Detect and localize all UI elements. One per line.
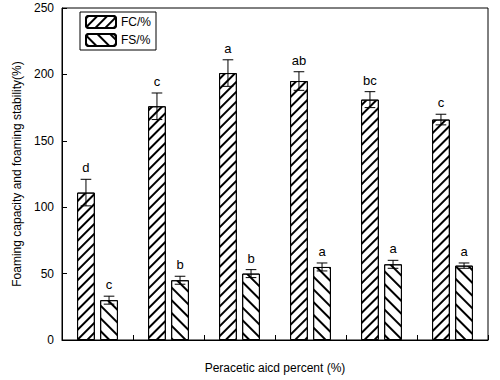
svg-text:150: 150 <box>34 134 54 148</box>
svg-text:50: 50 <box>41 267 55 281</box>
svg-text:a: a <box>224 41 232 56</box>
svg-text:b: b <box>176 257 183 272</box>
svg-text:a: a <box>460 244 468 259</box>
svg-text:Peracetic aicd percent (%): Peracetic aicd percent (%) <box>205 361 346 375</box>
svg-text:a: a <box>318 244 326 259</box>
svg-text:c: c <box>106 277 113 292</box>
svg-text:200: 200 <box>34 67 54 81</box>
svg-text:a: a <box>389 241 397 256</box>
svg-text:c: c <box>438 95 445 110</box>
svg-text:Foaming capacity and foaming s: Foaming capacity and foaming stability(%… <box>10 61 24 286</box>
svg-text:100: 100 <box>34 200 54 214</box>
svg-text:FS/%: FS/% <box>121 33 151 47</box>
svg-text:FC/%: FC/% <box>121 15 151 29</box>
svg-text:b: b <box>247 251 254 266</box>
svg-text:bc: bc <box>363 73 377 88</box>
svg-text:0: 0 <box>47 333 54 347</box>
svg-text:250: 250 <box>34 1 54 15</box>
svg-text:c: c <box>154 74 161 89</box>
svg-text:d: d <box>82 160 89 175</box>
svg-text:ab: ab <box>292 53 306 68</box>
